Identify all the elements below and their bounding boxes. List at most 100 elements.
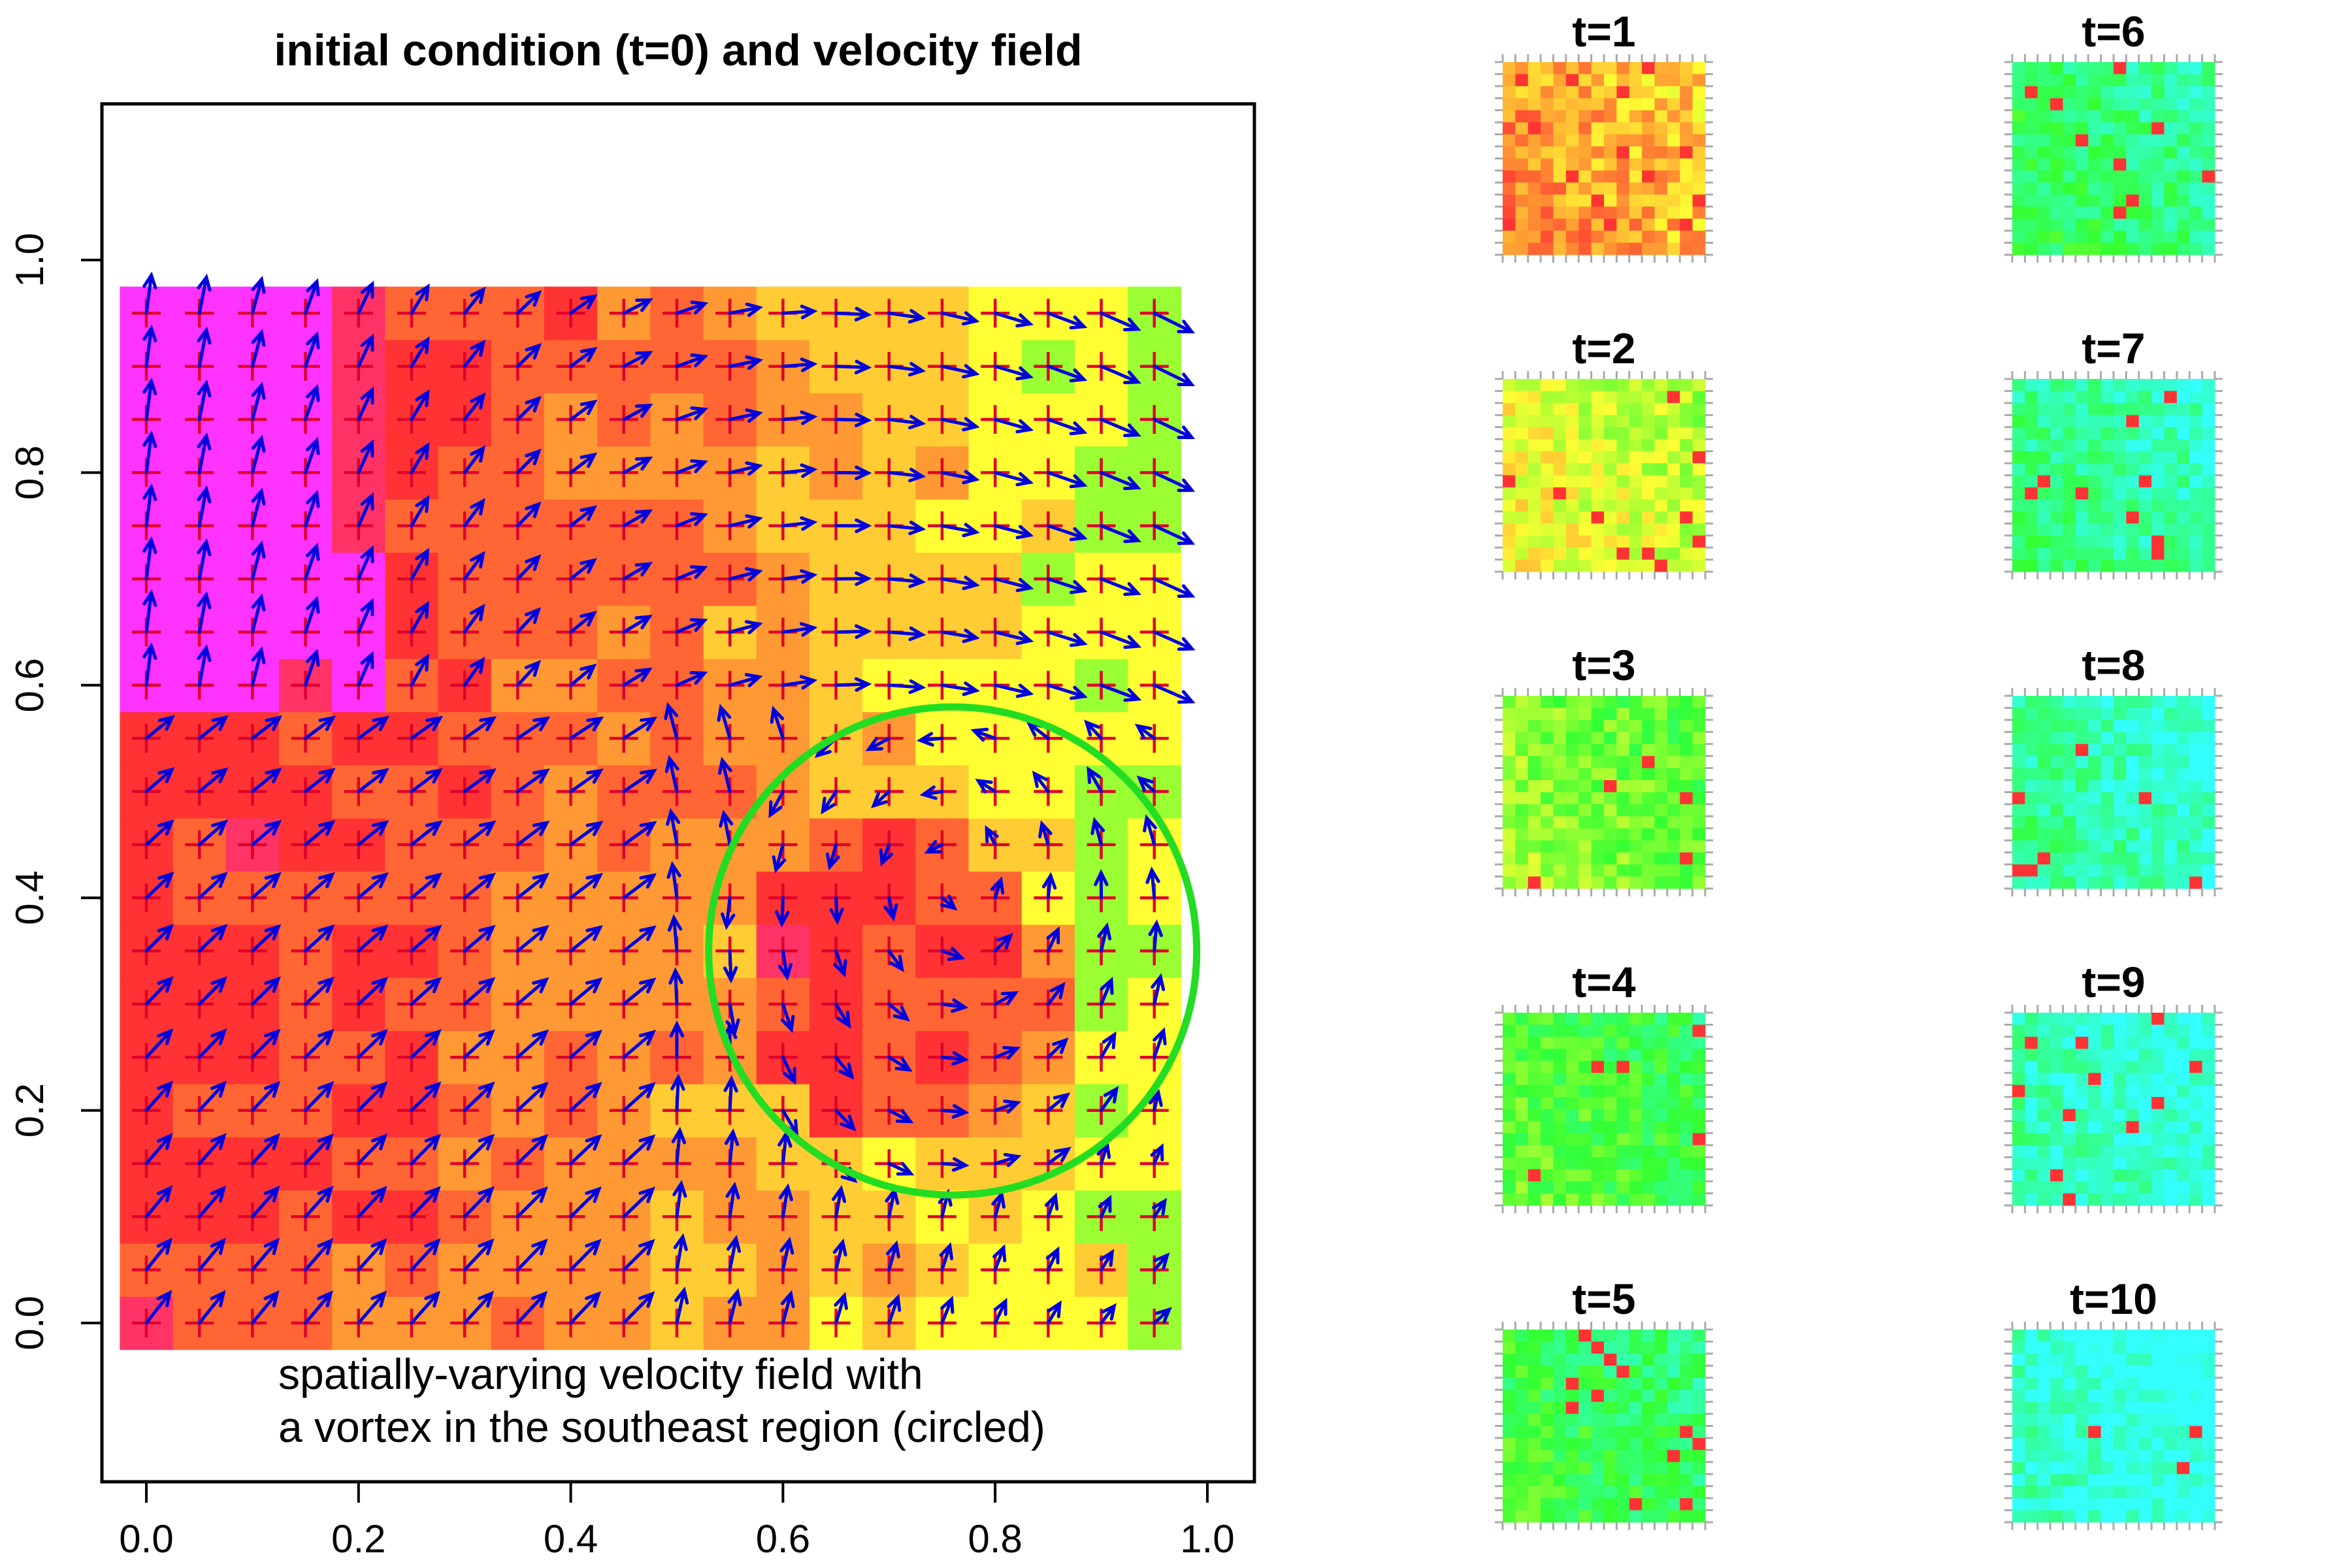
panel-cell — [2012, 864, 2025, 877]
panel-cell — [1629, 62, 1642, 74]
panel-cell — [1692, 98, 1706, 111]
panel-cell — [2189, 218, 2203, 231]
panel-cell — [2075, 1157, 2089, 1170]
panel-cell — [2025, 1390, 2038, 1403]
panel-cell — [2088, 732, 2102, 745]
panel-cell — [2176, 743, 2190, 757]
velocity-arrow — [410, 1290, 441, 1325]
panel-cell — [2063, 1133, 2076, 1146]
panel-cell — [2037, 1450, 2051, 1463]
panel-cell — [2100, 231, 2114, 244]
velocity-arrow — [993, 311, 1034, 328]
panel-cell — [2138, 1013, 2152, 1025]
panel-cell — [1565, 1462, 1579, 1475]
panel-cell — [1527, 475, 1541, 488]
panel-cell — [1654, 1390, 1668, 1403]
panel-cell — [2176, 559, 2190, 572]
velocity-arrow — [834, 465, 872, 480]
panel-cell — [2063, 439, 2076, 452]
panel-cell — [1578, 182, 1592, 195]
panel-cell — [1616, 1060, 1630, 1073]
panel-cell — [2050, 1024, 2063, 1037]
panel-cell — [2012, 852, 2025, 865]
panel-cell — [2075, 732, 2089, 745]
panel-cell — [2176, 487, 2190, 500]
panel-cell — [2075, 415, 2089, 428]
panel-cell — [2164, 475, 2178, 488]
panel-cell — [1680, 1036, 1693, 1049]
velocity-arrow — [1152, 524, 1196, 546]
panel-cell — [2176, 1024, 2190, 1037]
panel-cell — [1578, 487, 1592, 500]
panel-cell — [2025, 206, 2038, 220]
velocity-arrow — [304, 331, 320, 368]
panel-cell — [2202, 719, 2215, 732]
panel-cell — [1591, 828, 1605, 841]
panel-cell — [1503, 1341, 1516, 1354]
panel-cell — [2176, 1013, 2190, 1025]
panel-cell — [1527, 523, 1541, 536]
panel-cell — [2151, 499, 2164, 512]
panel-cell — [2075, 74, 2089, 87]
panel-cell — [2126, 439, 2140, 452]
panel-cell — [1692, 194, 1706, 207]
panel-cell — [1629, 379, 1642, 391]
panel-cell — [1553, 463, 1567, 476]
panel-cell — [2164, 1120, 2178, 1134]
panel-cell — [1527, 1377, 1541, 1390]
panel-cell — [2138, 242, 2152, 255]
panel-cell — [1604, 828, 1617, 841]
panel-cell — [1527, 427, 1541, 440]
velocity-arrow — [1152, 1198, 1168, 1218]
panel-cell — [1553, 743, 1567, 757]
small-multiples: t=1t=2t=3t=4t=5t=6t=7t=8t=9t=10 — [1495, 7, 2223, 1530]
panel-cell — [2037, 852, 2051, 865]
panel-title: t=8 — [2082, 641, 2145, 689]
panel-cell — [1616, 1437, 1630, 1450]
panel-cell — [1604, 1193, 1617, 1206]
panel-cell — [1503, 852, 1516, 865]
panel-cell — [1565, 110, 1579, 123]
panel-cell — [2012, 158, 2025, 171]
panel-cell — [1578, 1073, 1592, 1086]
panel-cell — [1527, 391, 1541, 404]
velocity-arrow — [1150, 1143, 1164, 1166]
panel-cell — [1541, 1437, 1554, 1450]
panel-cell — [1527, 451, 1541, 464]
panel-cell — [2126, 1390, 2140, 1403]
panel-cell — [1591, 1073, 1605, 1086]
velocity-arrow — [250, 1133, 280, 1166]
panel-cell — [2100, 1109, 2114, 1122]
panel-cell — [1604, 1365, 1617, 1379]
panel-cell — [1515, 439, 1529, 452]
panel-cell — [2189, 1013, 2203, 1025]
panel-cell — [2012, 487, 2025, 500]
panel-cell — [1503, 158, 1516, 171]
panel-cell — [1604, 487, 1617, 500]
panel-cell — [2126, 242, 2140, 255]
panel-cell — [2189, 852, 2203, 865]
panel-cell — [1503, 792, 1516, 805]
panel-cell — [1578, 194, 1592, 207]
panel-cell — [1629, 1341, 1642, 1354]
panel-cell — [2202, 110, 2215, 123]
panel-cell — [2126, 1450, 2140, 1463]
velocity-arrow — [675, 565, 708, 581]
panel-cell — [2202, 780, 2215, 792]
velocity-arrow — [777, 949, 793, 981]
panel-cell — [2202, 122, 2215, 135]
velocity-arrow — [197, 976, 227, 1006]
panel-cell — [1667, 1073, 1680, 1086]
panel-cell — [1541, 523, 1554, 536]
panel-cell — [2164, 1437, 2178, 1450]
velocity-arrow — [924, 840, 944, 854]
panel-cell — [2037, 816, 2051, 829]
velocity-arrow — [250, 872, 282, 900]
panel-cell — [1578, 876, 1592, 889]
panel-cell — [2088, 134, 2102, 147]
panel-cell — [1591, 719, 1605, 732]
panel-cell — [1553, 1157, 1567, 1170]
panel-cell — [2050, 756, 2063, 769]
panel-cell — [1680, 1060, 1693, 1073]
panel-cell — [2126, 451, 2140, 464]
